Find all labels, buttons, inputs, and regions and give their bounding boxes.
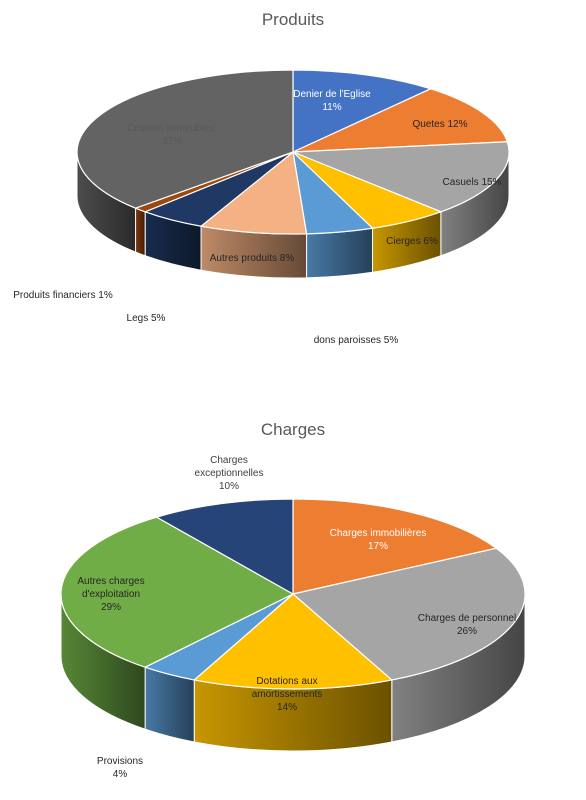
data-label-cession-immeubles: Cession immeubles; 37%	[127, 123, 217, 147]
pie-slice-autres-charges	[60, 516, 295, 668]
pie-side-produits-financiers-1	[135, 207, 146, 257]
data-label-legs-5: Legs 5%	[127, 313, 166, 324]
data-label-charges-immobilieres: Charges immobilières 17%	[330, 528, 427, 552]
data-labels: Denier de l'Eglise 11% Quetes 12% Casuels 1…	[13, 89, 501, 346]
pie-side-dons-paroisses-5	[306, 227, 374, 279]
data-label-dons-paroisses-5: dons paroisses 5%	[314, 335, 399, 346]
produits-pie-chart: Produits Denier de l'Eglise 11% Quetes 12% C…	[13, 10, 510, 346]
data-label-quetes-12: Quetes 12%	[412, 119, 467, 130]
pie-slice-charges-immobilieres	[292, 498, 498, 595]
pie-side-walls	[60, 593, 526, 752]
data-label-denier-de-l-eglise: Denier de l'Eglise 11%	[293, 89, 371, 113]
chart-title: Produits	[262, 10, 324, 29]
data-label-cierges-6: Cierges 6%	[386, 236, 438, 247]
charges-pie-chart: Charges Charges immobilières 17% Charges de…	[60, 420, 526, 780]
data-label-dotations-aux: Dotations aux amortissements 14%	[252, 676, 323, 713]
pie-slice-charges-de-personnel	[291, 547, 526, 681]
data-label-casuels-15: Casuels 15%	[443, 177, 502, 188]
data-label-produits-financiers-1: Produits financiers 1%	[13, 290, 113, 301]
pie-slice-autres-produits-8	[199, 150, 308, 235]
pie-slice-dotations-aux	[192, 593, 394, 690]
pie-slice-denier-de-l-eglise	[292, 69, 433, 153]
data-label-autres-produits-8: Autres produits 8%	[210, 253, 295, 264]
pie-slice-quetes-12	[292, 88, 509, 153]
pie-slices	[60, 498, 526, 690]
pie-slice-cession-immeubles	[76, 69, 294, 209]
chart-title: Charges	[261, 420, 325, 439]
data-labels: Charges immobilières 17% Charges de person…	[77, 455, 516, 780]
pie-side-walls	[76, 151, 510, 279]
data-label-provisions: Provisions 4%	[97, 756, 143, 780]
data-label-charges: Charges exceptionnelles 10%	[195, 455, 264, 492]
data-label-charges-de-personnel: Charges de personnel 26%	[418, 613, 516, 637]
pie-slice-casuels-15	[292, 141, 510, 213]
data-label-autres-charges: Autres charges d'exploitation 29%	[77, 576, 144, 613]
pie-slices	[76, 69, 510, 235]
pie-slice-charges	[155, 498, 294, 596]
